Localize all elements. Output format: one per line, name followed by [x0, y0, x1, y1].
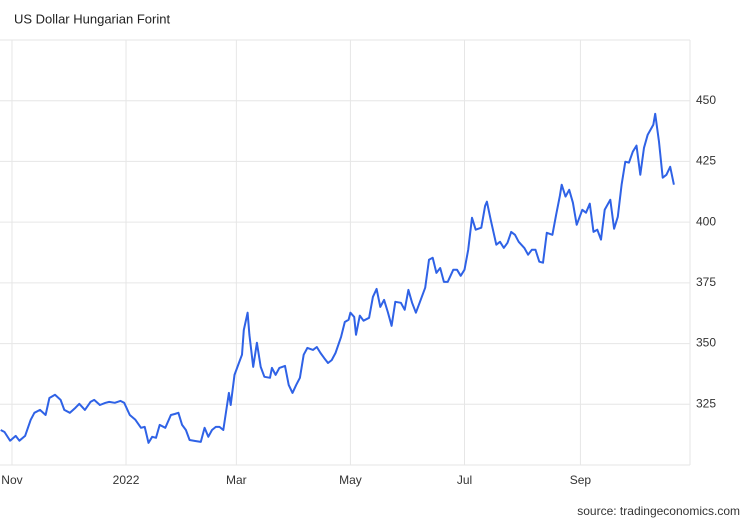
chart-title: US Dollar Hungarian Forint	[14, 11, 170, 26]
data-line	[0, 112, 675, 444]
y-tick-label: 325	[696, 396, 716, 410]
source-note: source: tradingeconomics.com	[577, 504, 740, 518]
y-tick-label: 400	[696, 214, 716, 228]
x-tick-label: Nov	[1, 473, 22, 487]
x-tick-label: Sep	[570, 473, 592, 487]
y-tick-label: 450	[696, 93, 716, 107]
y-tick-label: 425	[696, 154, 716, 168]
y-tick-label: 375	[696, 275, 716, 289]
x-tick-label: Jul	[457, 473, 472, 487]
x-tick-label: Mar	[226, 473, 247, 487]
x-tick-label: May	[339, 473, 362, 487]
y-tick-label: 350	[696, 336, 716, 350]
x-tick-label: 2022	[113, 473, 140, 487]
